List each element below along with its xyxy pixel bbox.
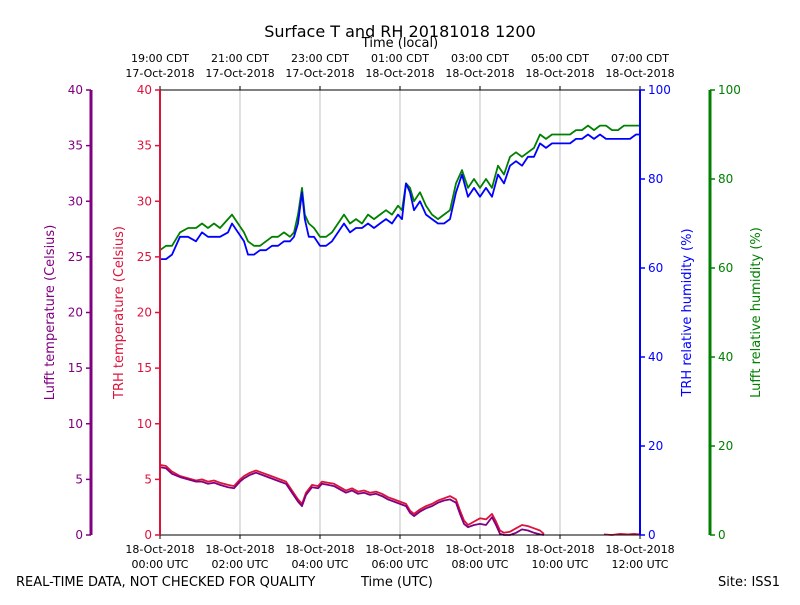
quality-note: REAL-TIME DATA, NOT CHECKED FOR QUALITY [16,575,316,590]
y-tick-label-trh_rh: 0 [648,528,656,542]
series-line-trh_rh [160,133,640,261]
y-tick-label-lufft_temp: 30 [68,194,83,208]
x-tick-label-date: 18-Oct-2018 [525,543,594,556]
y-tick-label-lufft_rh: 0 [718,528,726,542]
x-top-tick-label-time: 07:00 CDT [611,52,669,65]
x-top-tick-label-date: 18-Oct-2018 [445,67,514,80]
y-tick-label-lufft_temp: 25 [68,250,83,264]
y-tick-label-lufft_temp: 15 [68,361,83,375]
x-top-tick-label-date: 18-Oct-2018 [525,67,594,80]
y-axis-label-lufft_temp: Lufft temperature (Celsius) [43,225,58,401]
y-tick-label-trh_temp: 35 [137,139,152,153]
x-tick-label-time: 04:00 UTC [291,558,348,571]
y-tick-label-trh_temp: 25 [137,250,152,264]
y-tick-label-lufft_rh: 20 [718,439,733,453]
x-tick-label-date: 18-Oct-2018 [125,543,194,556]
x-tick-label-time: 02:00 UTC [211,558,268,571]
y-tick-label-trh_rh: 100 [648,83,671,97]
y-tick-label-trh_temp: 40 [137,83,152,97]
x-tick-label-date: 18-Oct-2018 [205,543,274,556]
x-tick-label-time: 10:00 UTC [531,558,588,571]
x-axis-label: Time (UTC) [361,575,433,590]
x-tick-label-time: 06:00 UTC [371,558,428,571]
y-tick-label-lufft_temp: 20 [68,306,83,320]
y-tick-label-trh_temp: 0 [144,528,152,542]
grid [239,90,561,535]
y-tick-label-lufft_rh: 100 [718,83,741,97]
y-tick-label-trh_temp: 15 [137,361,152,375]
y-tick-label-lufft_temp: 35 [68,139,83,153]
y-tick-label-lufft_temp: 40 [68,83,83,97]
x-tick-label-time: 08:00 UTC [451,558,508,571]
series [159,124,641,536]
y-tick-label-trh_rh: 40 [648,350,663,364]
x-top-tick-label-time: 23:00 CDT [291,52,349,65]
x-tick-label-date: 18-Oct-2018 [605,543,674,556]
x-tick-label-time: 12:00 UTC [611,558,668,571]
x-tick-label-time: 00:00 UTC [131,558,188,571]
x-tick-label-date: 18-Oct-2018 [285,543,354,556]
y-tick-label-trh_temp: 5 [144,472,152,486]
y-tick-label-lufft_temp: 5 [75,472,83,486]
top-axis-label: Time (local) [361,36,438,51]
axes: 18-Oct-2018 00:00 UTC 19:00 CDT 17-Oct-2018… [43,52,764,571]
y-tick-label-trh_rh: 80 [648,172,663,186]
y-tick-label-trh_temp: 30 [137,194,152,208]
x-tick-label-date: 18-Oct-2018 [445,543,514,556]
y-tick-label-lufft_temp: 10 [68,417,83,431]
y-tick-label-lufft_rh: 40 [718,350,733,364]
series-line-lufft_rh [159,124,640,251]
x-top-tick-label-time: 21:00 CDT [211,52,269,65]
y-tick-label-trh_rh: 60 [648,261,663,275]
y-tick-label-lufft_rh: 60 [718,261,733,275]
y-tick-label-trh_temp: 20 [137,306,152,320]
x-top-tick-label-time: 19:00 CDT [131,52,189,65]
y-axis-label-lufft_rh: Lufft relative humidity (%) [749,227,764,398]
x-top-tick-label-date: 17-Oct-2018 [125,67,194,80]
site-label: Site: ISS1 [718,575,781,590]
y-tick-label-trh_rh: 20 [648,439,663,453]
y-tick-label-trh_temp: 10 [137,417,152,431]
x-top-tick-label-time: 05:00 CDT [531,52,589,65]
x-top-tick-label-time: 01:00 CDT [371,52,429,65]
chart-title: Surface T and RH 20181018 1200 [264,22,536,41]
x-top-tick-label-date: 17-Oct-2018 [285,67,354,80]
x-top-tick-label-date: 18-Oct-2018 [605,67,674,80]
y-axis-label-trh_rh: TRH relative humidity (%) [680,228,695,397]
series-line-trh_temp [159,464,545,535]
y-axis-label-trh_temp: TRH temperature (Celsius) [112,226,127,400]
x-top-tick-label-date: 17-Oct-2018 [205,67,274,80]
x-top-tick-label-date: 18-Oct-2018 [365,67,434,80]
x-top-tick-label-time: 03:00 CDT [451,52,509,65]
y-tick-label-lufft_rh: 80 [718,172,733,186]
y-tick-label-lufft_temp: 0 [75,528,83,542]
series-line-lufft_temp [159,466,545,536]
x-tick-label-date: 18-Oct-2018 [365,543,434,556]
